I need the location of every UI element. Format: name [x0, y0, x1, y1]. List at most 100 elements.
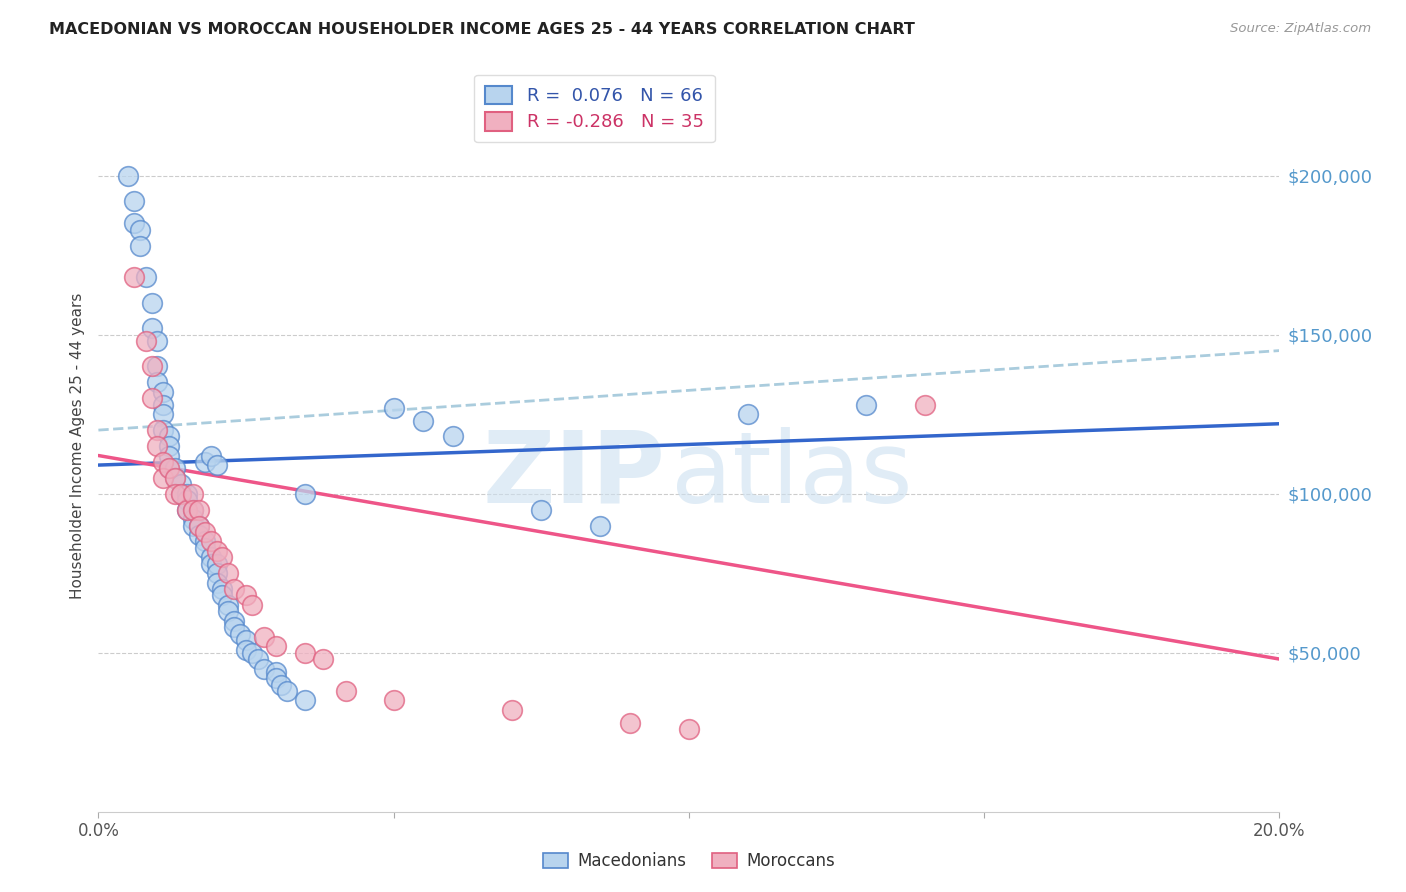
Point [176, 493, 198, 508]
Point [200, 557, 222, 571]
Text: ZIP: ZIP [482, 426, 665, 524]
Point [200, 449, 222, 463]
Point [157, 449, 180, 463]
Point [501, 703, 523, 717]
Point [146, 376, 169, 390]
Point [152, 384, 174, 399]
Point [312, 652, 335, 666]
Point [914, 398, 936, 412]
Point [235, 642, 257, 657]
Point [146, 359, 169, 374]
Point [181, 486, 204, 500]
Point [441, 429, 464, 443]
Point [246, 652, 269, 666]
Point [217, 604, 239, 618]
Point [264, 640, 287, 654]
Point [264, 671, 287, 685]
Point [235, 589, 257, 603]
Point [152, 423, 174, 437]
Point [181, 502, 204, 516]
Point [294, 693, 316, 707]
Text: MACEDONIAN VS MOROCCAN HOUSEHOLDER INCOME AGES 25 - 44 YEARS CORRELATION CHART: MACEDONIAN VS MOROCCAN HOUSEHOLDER INCOM… [49, 22, 915, 37]
Point [157, 439, 180, 453]
Point [141, 296, 163, 310]
Point [135, 270, 157, 285]
Point [217, 598, 239, 612]
Point [294, 486, 316, 500]
Point [211, 582, 233, 596]
Point [187, 518, 209, 533]
Point [152, 471, 174, 485]
Point [152, 455, 174, 469]
Point [187, 528, 209, 542]
Point [157, 429, 180, 443]
Point [194, 524, 217, 539]
Text: Source: ZipAtlas.com: Source: ZipAtlas.com [1230, 22, 1371, 36]
Point [122, 270, 145, 285]
Point [737, 407, 759, 421]
Point [619, 715, 641, 730]
Point [589, 518, 612, 533]
Point [141, 392, 163, 406]
Point [194, 534, 217, 549]
Point [176, 502, 198, 516]
Point [165, 461, 187, 475]
Point [253, 630, 276, 644]
Point [194, 455, 217, 469]
Point [335, 684, 357, 698]
Point [205, 458, 228, 472]
Point [224, 620, 246, 634]
Point [205, 557, 228, 571]
Point [211, 550, 233, 565]
Point [128, 223, 150, 237]
Point [170, 477, 193, 491]
Point [181, 518, 204, 533]
Point [412, 413, 434, 427]
Point [170, 486, 193, 500]
Y-axis label: Householder Income Ages 25 - 44 years: Householder Income Ages 25 - 44 years [69, 293, 84, 599]
Point [855, 398, 877, 412]
Point [264, 665, 287, 679]
Point [205, 544, 228, 558]
Point [176, 502, 198, 516]
Point [217, 566, 239, 581]
Point [170, 486, 193, 500]
Point [128, 238, 150, 252]
Point [205, 575, 228, 590]
Point [235, 632, 257, 647]
Point [270, 677, 292, 691]
Point [229, 626, 252, 640]
Point [530, 502, 553, 516]
Point [141, 321, 163, 335]
Point [194, 541, 217, 555]
Point [146, 334, 169, 348]
Text: atlas: atlas [671, 426, 912, 524]
Point [224, 614, 246, 628]
Point [382, 693, 405, 707]
Point [678, 722, 700, 736]
Point [117, 169, 139, 183]
Point [157, 461, 180, 475]
Point [205, 566, 228, 581]
Point [187, 518, 209, 533]
Point [187, 502, 209, 516]
Point [224, 582, 246, 596]
Point [253, 662, 276, 676]
Point [181, 512, 204, 526]
Point [135, 334, 157, 348]
Point [165, 486, 187, 500]
Point [294, 646, 316, 660]
Point [200, 550, 222, 565]
Point [146, 423, 169, 437]
Point [152, 398, 174, 412]
Point [181, 502, 204, 516]
Point [276, 684, 298, 698]
Point [211, 589, 233, 603]
Point [165, 471, 187, 485]
Legend: Macedonians, Moroccans: Macedonians, Moroccans [536, 846, 842, 877]
Point [165, 471, 187, 485]
Point [122, 216, 145, 230]
Point [146, 439, 169, 453]
Point [122, 194, 145, 208]
Point [382, 401, 405, 415]
